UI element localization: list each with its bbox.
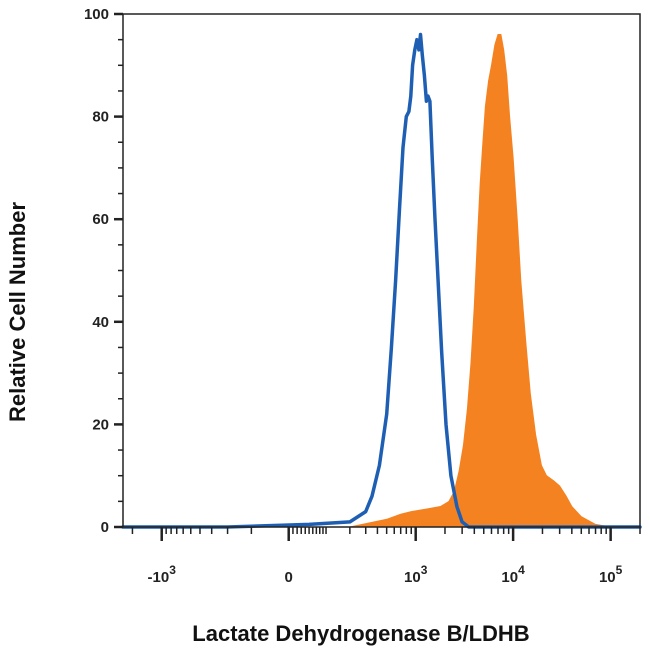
x-tick-label: 104: [501, 563, 525, 586]
x-tick-label: -103: [148, 563, 177, 586]
series-layer: [121, 32, 642, 529]
axes-layer: 0 20 40 60 80 100 -103 0 103 104 105: [84, 6, 641, 586]
x-tick-label: 105: [599, 563, 623, 586]
series-0-outline-histogram: [121, 32, 642, 529]
y-tick-label: 20: [92, 416, 109, 433]
y-tick-label: 40: [92, 314, 109, 331]
y-tick-label: 100: [84, 6, 109, 23]
x-axis-title: Lactate Dehydrogenase B/LDHB: [192, 621, 529, 646]
y-tick-label: 0: [101, 519, 109, 536]
y-axis-title: Relative Cell Number: [5, 202, 30, 423]
series-1-filled-histogram: [123, 34, 640, 528]
x-tick-label: 0: [285, 569, 293, 586]
x-tick-label: 103: [404, 563, 428, 586]
y-tick-label: 60: [92, 211, 109, 228]
y-tick-label: 80: [92, 109, 109, 126]
